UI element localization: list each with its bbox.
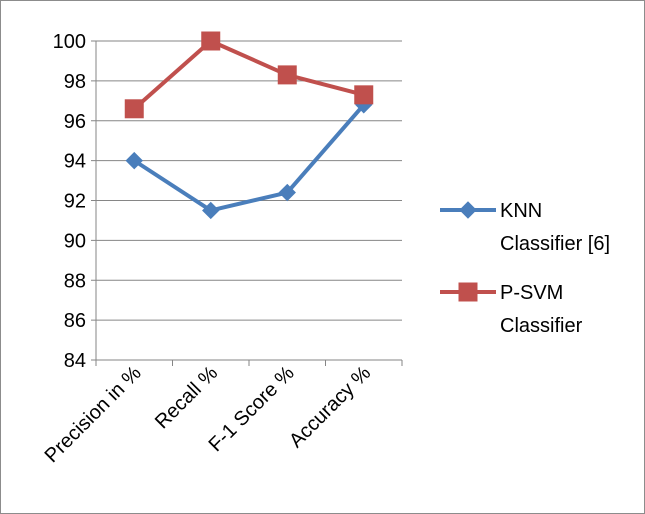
- data-point: [202, 201, 220, 220]
- legend-item: P-SVM Classifier: [440, 282, 583, 337]
- data-point: [124, 99, 144, 119]
- y-tick-label: 100: [53, 31, 86, 53]
- x-tick-label: Recall %: [151, 362, 223, 434]
- x-tick-labels: Precision in % Recall %F-1 Score %Accurac…: [41, 362, 376, 467]
- y-tick-label: 84: [64, 350, 86, 372]
- y-tick-label: 96: [64, 111, 86, 133]
- data-point: [277, 65, 297, 85]
- y-tick-label: 98: [64, 71, 86, 93]
- legend-marker: [458, 282, 478, 302]
- legend-marker: [459, 201, 477, 219]
- legend-label: Classifier [6]: [500, 233, 610, 255]
- x-tick-label: Precision in %: [41, 362, 146, 467]
- gridlines: [96, 40, 402, 321]
- data-point: [354, 85, 374, 105]
- x-tick-label: Accuracy %: [285, 362, 375, 452]
- axes: [91, 40, 403, 366]
- series-layer: [124, 31, 374, 220]
- series-line: [133, 103, 366, 213]
- series-line: [132, 39, 365, 111]
- y-tick-labels: 84 86 88 90 92 94 96 98 100: [53, 31, 86, 372]
- y-tick-label: 88: [64, 270, 86, 292]
- y-tick-label: 86: [64, 310, 86, 332]
- legend-label: P-SVM: [500, 282, 563, 304]
- data-point: [125, 151, 143, 170]
- y-tick-label: 94: [64, 151, 86, 173]
- series-1: [124, 31, 374, 119]
- y-tick-label: 92: [64, 191, 86, 213]
- data-point: [201, 31, 221, 51]
- legend: KNN Classifier [6] P-SVM Classifier: [440, 200, 610, 337]
- legend-item: KNN Classifier [6]: [440, 200, 610, 255]
- y-tick-label: 90: [64, 230, 86, 252]
- legend-label: Classifier: [500, 315, 583, 337]
- data-point: [278, 183, 296, 202]
- legend-label: KNN: [500, 200, 542, 222]
